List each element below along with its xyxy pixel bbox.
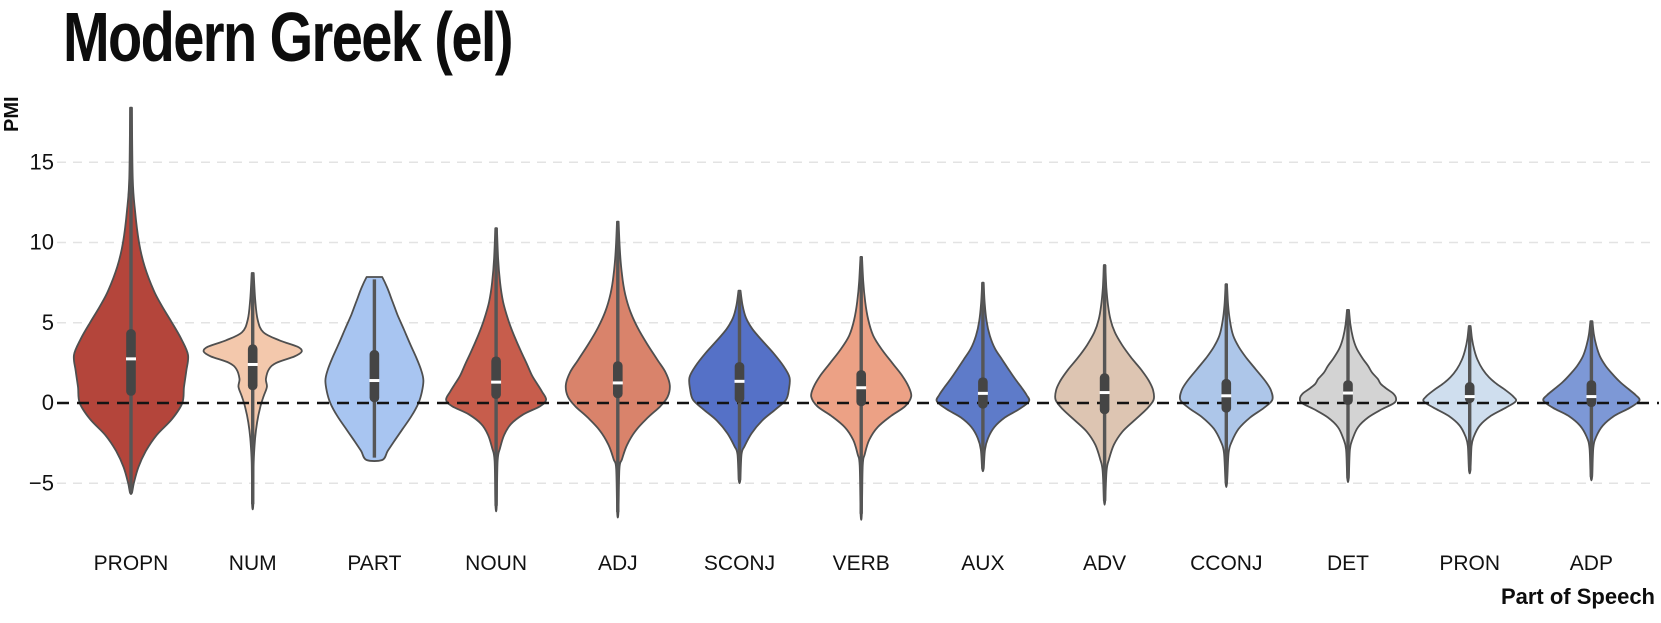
y-tick-label: 0 [42, 390, 54, 415]
x-category-label: DET [1327, 552, 1369, 575]
iqr-box-pron [1464, 382, 1475, 403]
x-category-label: NOUN [465, 552, 527, 575]
violins [72, 106, 1641, 521]
iqr-box-adj [613, 361, 623, 399]
iqr-box-noun [491, 356, 501, 399]
x-category-label: PRON [1439, 552, 1500, 575]
iqr-box-adp [1586, 380, 1597, 408]
x-category-label: AUX [961, 552, 1004, 575]
iqr-box-propn [126, 329, 136, 396]
y-axis-title: PMI [1, 96, 23, 132]
x-category-label: SCONJ [704, 552, 775, 575]
y-tick-label: 10 [30, 230, 54, 255]
iqr-box-num [247, 344, 258, 391]
x-category-label: CCONJ [1190, 552, 1262, 575]
y-tick-label: 15 [30, 149, 54, 174]
x-category-label: ADP [1570, 552, 1613, 575]
boxplot-inners [126, 107, 1597, 514]
x-category-label: PROPN [94, 552, 169, 575]
x-category-label: NUM [229, 552, 277, 575]
x-category-label: VERB [833, 552, 890, 575]
y-tick-label: −5 [29, 470, 54, 495]
x-category-label: ADJ [598, 552, 638, 575]
x-category-label: ADV [1083, 552, 1126, 575]
axis-labels: 15 10 5 0 −5 PROPN NUM PART NOUN ADJ SCONJ VERB AUX A… [29, 149, 1613, 575]
x-category-label: PART [347, 552, 401, 575]
chart-title: Modern Greek (el) [63, 0, 514, 76]
x-axis-title: Part of Speech [1501, 584, 1655, 609]
iqr-box-part [369, 350, 380, 403]
y-tick-label: 5 [42, 310, 54, 335]
